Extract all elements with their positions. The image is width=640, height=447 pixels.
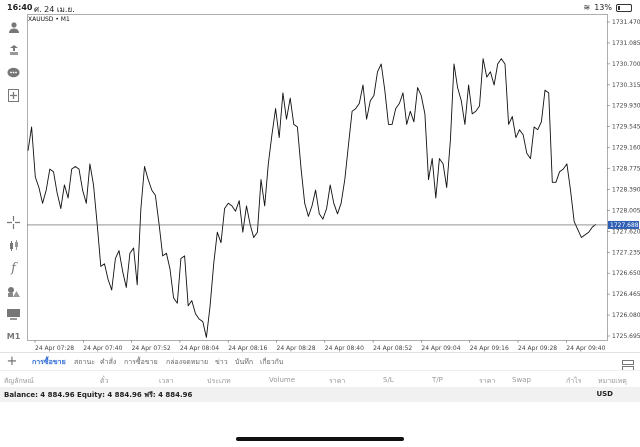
current-price-label: 1727.688: [610, 222, 639, 229]
date: ศ. 24 เม.ย.: [34, 5, 75, 14]
function-icon[interactable]: f: [11, 261, 16, 276]
current-price-tag: [608, 220, 639, 229]
y-tick-label: 1729.160: [612, 145, 640, 152]
add-order-icon[interactable]: +: [6, 353, 18, 369]
y-tick-label: 1731.085: [612, 40, 640, 47]
col-ticket: ตั๋ว: [100, 377, 109, 385]
status-bar: 16:40 ศ. 24 เม.ย. ≋ 13%: [0, 0, 640, 14]
timeframe-icon[interactable]: M1: [6, 332, 21, 341]
candles-icon[interactable]: [5, 237, 22, 254]
x-tick-label: 24 Apr 08:16: [228, 345, 267, 352]
y-tick-label: 1728.775: [612, 166, 640, 173]
terminal-columns: สัญลักษณ์ ตั๋ว เวลา ประเภท Volume ราคา S…: [0, 370, 640, 388]
tab-history[interactable]: การซื้อขาย: [124, 358, 158, 366]
tab-about[interactable]: เกี่ยวกับ: [260, 358, 284, 366]
col-sl: S/L: [383, 376, 394, 384]
col-symbol: สัญลักษณ์: [4, 377, 34, 385]
x-tick-label: 24 Apr 09:16: [470, 345, 509, 352]
tab-orders[interactable]: คำสั่ง: [100, 358, 117, 366]
y-tick-label: 1725.695: [612, 333, 640, 340]
battery-percent: 13%: [594, 3, 612, 12]
x-tick-label: 24 Apr 07:52: [132, 345, 171, 352]
y-tick-label: 1729.930: [612, 103, 640, 110]
add-icon[interactable]: [5, 87, 22, 104]
battery-icon: [616, 3, 632, 12]
y-tick-label: 1730.700: [612, 61, 640, 68]
col-profit: กำไร: [566, 377, 582, 385]
y-tick-label: 1728.005: [612, 207, 640, 214]
y-tick-label: 1728.390: [612, 186, 640, 193]
left-toolbar: f M1: [0, 14, 27, 341]
balance-text: Balance: 4 884.96 Equity: 4 884.96 ฟรี: …: [4, 391, 193, 399]
battery-fill: [618, 5, 620, 10]
x-tick-label: 24 Apr 07:40: [83, 345, 122, 352]
terminal-tabs: + การซื้อขาย สถานะ คำสั่ง การซื้อขาย กล่…: [0, 352, 640, 371]
x-tick-label: 24 Apr 09:28: [518, 345, 557, 352]
y-tick-label: 1726.650: [612, 270, 640, 277]
price-series-line: [27, 58, 597, 338]
col-type: ประเภท: [207, 377, 231, 385]
y-tick-label: 1731.470: [612, 19, 640, 26]
home-indicator: [236, 437, 404, 441]
account-summary: Balance: 4 884.96 Equity: 4 884.96 ฟรี: …: [0, 387, 640, 402]
person-icon[interactable]: [5, 18, 22, 35]
objects-icon[interactable]: [5, 283, 22, 300]
tab-news[interactable]: ข่าว: [215, 358, 228, 366]
tab-trade[interactable]: การซื้อขาย: [32, 358, 66, 366]
col-swap: Swap: [512, 376, 531, 384]
x-tick-label: 24 Apr 08:28: [277, 345, 316, 352]
x-tick-label: 24 Apr 08:04: [180, 345, 219, 352]
col-price-current: ราคา: [479, 377, 496, 385]
y-tick-label: 1727.620: [612, 228, 640, 235]
col-volume: Volume: [269, 376, 296, 384]
y-tick-label: 1726.080: [612, 312, 640, 319]
wifi-icon: ≋: [583, 3, 591, 12]
col-price: ราคา: [329, 377, 346, 385]
tab-mailbox[interactable]: กล่องจดหมาย: [166, 358, 209, 366]
price-chart[interactable]: 1731.470 1731.085 1730.700 1730.315 1729.930…: [27, 14, 640, 355]
x-tick-label: 24 Apr 07:28: [35, 345, 74, 352]
crosshair-icon[interactable]: [5, 214, 22, 231]
tab-journal[interactable]: บันทึก: [235, 358, 254, 366]
x-tick-label: 24 Apr 09:40: [566, 345, 605, 352]
x-tick-label: 24 Apr 08:40: [325, 345, 364, 352]
y-tick-label: 1729.545: [612, 124, 640, 131]
x-tick-label: 24 Apr 09:04: [421, 345, 460, 352]
y-tick-label: 1727.235: [612, 249, 640, 256]
trade-icon[interactable]: [5, 41, 22, 58]
plot-frame: [27, 14, 608, 341]
chat-icon[interactable]: [5, 64, 22, 81]
layout-icon[interactable]: [5, 306, 22, 323]
clock: 16:40: [7, 3, 33, 12]
col-comment: หมายเหตุ: [598, 377, 627, 385]
tab-positions[interactable]: สถานะ: [74, 358, 95, 366]
y-tick-label: 1730.315: [612, 82, 640, 89]
chart-title: XAUUSD • M1: [28, 16, 70, 23]
status-right: ≋ 13%: [584, 3, 632, 12]
account-currency: USD: [596, 390, 613, 398]
x-tick-label: 24 Apr 08:52: [373, 345, 412, 352]
col-tp: T/P: [432, 376, 443, 384]
col-time: เวลา: [159, 377, 174, 385]
y-tick-label: 1726.465: [612, 291, 640, 298]
